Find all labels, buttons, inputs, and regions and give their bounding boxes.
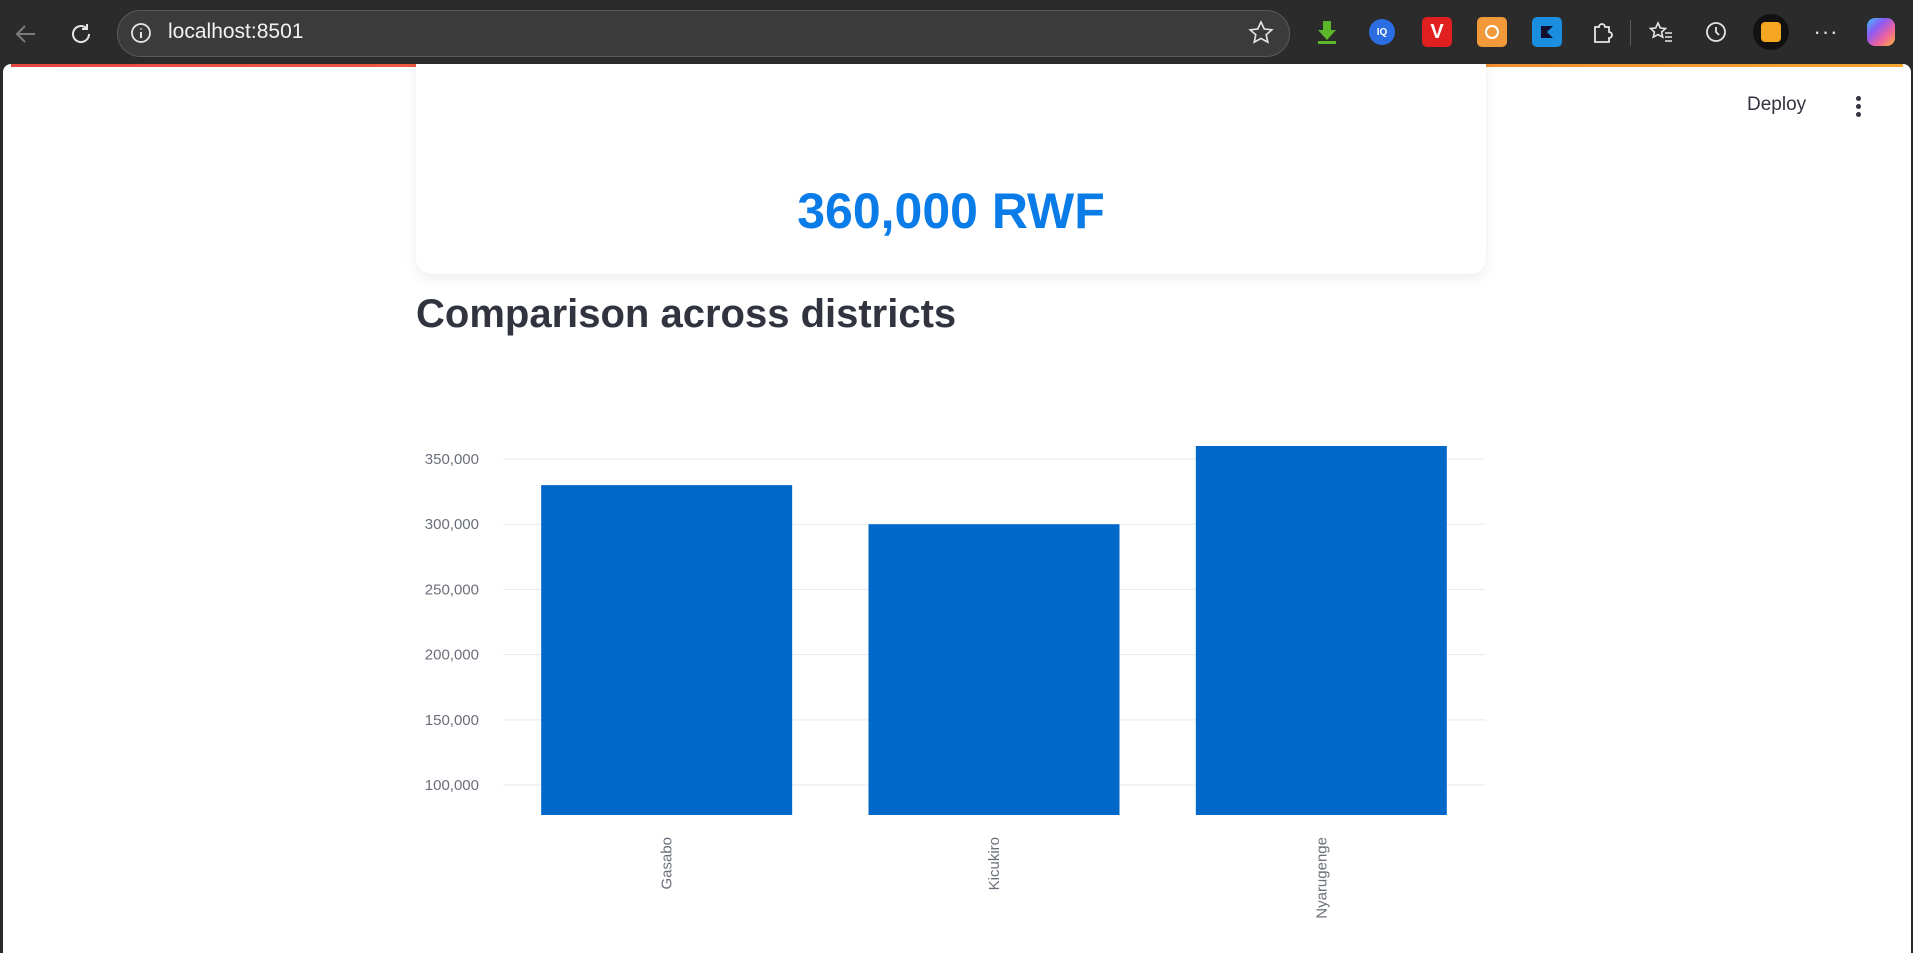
- profile-avatar[interactable]: [1753, 14, 1789, 50]
- back-arrow-icon[interactable]: [6, 14, 46, 54]
- bar: [541, 485, 793, 815]
- favorites-icon[interactable]: [1646, 17, 1676, 47]
- x-tick-label: Gasabo: [659, 837, 676, 890]
- y-tick-label: 200,000: [425, 647, 479, 664]
- main-menu-icon[interactable]: [1853, 96, 1863, 120]
- puzzle-icon[interactable]: [1587, 17, 1617, 47]
- browser-toolbar: localhost:8501 IQ V ···: [0, 0, 1913, 64]
- iq-extension-icon[interactable]: IQ: [1367, 17, 1397, 47]
- district-bar-chart: 100,000 150,000 200,000 250,000 300,000 350,0…: [425, 446, 1485, 919]
- orange-extension-icon[interactable]: [1477, 17, 1507, 47]
- y-tick-label: 350,000: [425, 451, 479, 468]
- metric-card: 360,000 RWF: [416, 64, 1486, 274]
- section-title: Comparison across districts: [416, 292, 957, 336]
- bar: [1195, 446, 1447, 815]
- deploy-button[interactable]: Deploy: [1747, 94, 1807, 115]
- y-tick-label: 150,000: [425, 712, 479, 729]
- blue-extension-icon[interactable]: [1532, 17, 1562, 47]
- info-icon[interactable]: [130, 22, 152, 49]
- more-icon[interactable]: ···: [1813, 19, 1839, 44]
- y-tick-label: 300,000: [425, 516, 479, 533]
- app-page: Deploy 360,000 RWF Comparison across dis…: [3, 64, 1911, 953]
- reload-icon[interactable]: [61, 14, 101, 54]
- v-extension-icon[interactable]: V: [1422, 17, 1452, 47]
- y-tick-label: 250,000: [425, 581, 479, 598]
- bar: [868, 524, 1120, 815]
- history-icon[interactable]: [1701, 17, 1731, 47]
- copilot-icon[interactable]: [1866, 17, 1896, 47]
- x-tick-label: Kicukiro: [986, 837, 1003, 890]
- address-bar[interactable]: [117, 10, 1290, 57]
- y-tick-label: 100,000: [425, 777, 479, 794]
- toolbar-separator: [1630, 20, 1631, 46]
- x-tick-label: Nyarugenge: [1313, 837, 1330, 919]
- url-text[interactable]: localhost:8501: [168, 20, 304, 43]
- download-extension-icon[interactable]: [1312, 17, 1342, 47]
- star-icon[interactable]: [1247, 19, 1275, 52]
- metric-value: 360,000 RWF: [797, 183, 1105, 239]
